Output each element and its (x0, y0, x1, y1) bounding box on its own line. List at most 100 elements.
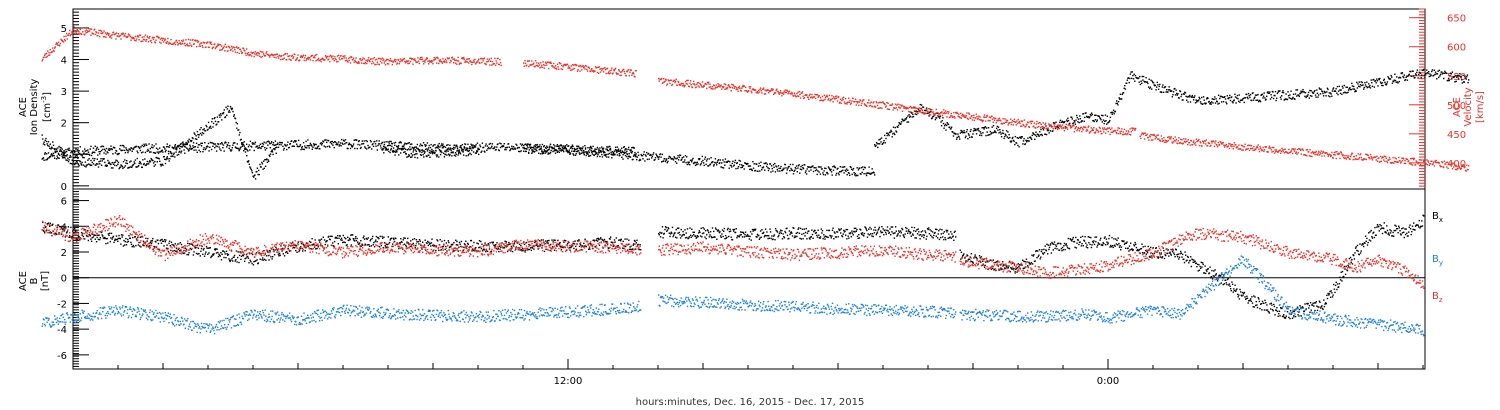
point-ion-density (528, 152, 530, 154)
point-ion-density (322, 141, 325, 143)
point-ion-density (304, 146, 307, 149)
point-ion-density (719, 162, 721, 164)
point-ion-density (548, 146, 550, 148)
point-velocity (55, 43, 57, 45)
point-velocity (422, 60, 424, 63)
point-ion-density (1377, 85, 1379, 87)
point-ion-density (523, 144, 525, 147)
point-velocity (1073, 125, 1075, 127)
point-ion-density (272, 142, 275, 144)
point-ion-density (366, 140, 368, 143)
point-velocity (530, 64, 532, 66)
point-ion-density (526, 145, 529, 147)
point-velocity (207, 41, 209, 43)
point-velocity (927, 112, 929, 114)
point-velocity (799, 97, 802, 99)
point-velocity (607, 72, 609, 74)
point-ion-density (1352, 88, 1354, 90)
point-ion-density (633, 147, 635, 149)
point-velocity (305, 59, 307, 62)
point-velocity (1040, 123, 1042, 125)
point-velocity (1148, 139, 1150, 141)
point-ion-density (597, 148, 599, 150)
point-velocity (1143, 138, 1146, 140)
point-velocity (354, 61, 357, 63)
point-ion-density (1209, 102, 1212, 104)
point-ion-density (416, 153, 418, 155)
point-velocity (1183, 138, 1185, 140)
point-velocity (216, 45, 218, 47)
point-ion-density (1169, 89, 1171, 91)
point-ion-density (620, 152, 622, 154)
point-ion-density (123, 146, 125, 148)
point-ion-density (1344, 92, 1347, 94)
point-velocity (368, 59, 370, 62)
point-ion-density (822, 173, 825, 176)
point-velocity (1071, 126, 1073, 128)
point-velocity (236, 46, 238, 48)
point-ion-density (675, 158, 677, 160)
point-ion-density (401, 145, 404, 147)
point-ion-density (1167, 91, 1169, 93)
point-velocity (69, 34, 71, 37)
point-velocity (76, 29, 78, 31)
point-ion-density (888, 134, 890, 137)
point-velocity (399, 61, 401, 63)
point-ion-density (1337, 93, 1339, 96)
point-velocity (1020, 125, 1022, 127)
point-ion-density (651, 155, 654, 158)
point-velocity (718, 85, 720, 87)
point-ion-density (221, 142, 223, 144)
point-velocity (594, 66, 597, 68)
point-velocity (945, 110, 947, 112)
point-velocity (455, 59, 457, 61)
point-ion-density (192, 145, 194, 147)
point-velocity (394, 61, 397, 63)
point-velocity (229, 47, 231, 49)
point-velocity (1204, 140, 1206, 142)
point-velocity (553, 66, 555, 68)
point-ion-density (962, 131, 965, 134)
point-velocity (178, 40, 180, 42)
point-ion-density (664, 158, 666, 160)
point-ion-density (223, 150, 225, 152)
point-ion-density (70, 151, 72, 154)
point-ion-density (1117, 101, 1120, 103)
point-ion-density (879, 138, 881, 140)
point-velocity (623, 70, 625, 73)
point-ion-density (90, 159, 92, 162)
point-ion-density (1466, 75, 1468, 78)
point-velocity (1200, 142, 1202, 144)
point-velocity (317, 57, 320, 60)
point-ion-density (409, 143, 412, 145)
point-ion-density (118, 167, 120, 170)
point-velocity (137, 35, 139, 37)
point-velocity (1152, 139, 1154, 141)
point-ion-density (1039, 134, 1042, 136)
point-ion-density (476, 142, 479, 144)
point-ion-density (895, 131, 898, 133)
point-velocity (992, 121, 994, 123)
point-velocity (433, 59, 435, 61)
point-velocity (543, 64, 545, 66)
point-ion-density (886, 134, 888, 137)
point-velocity (597, 66, 599, 68)
point-velocity (89, 28, 92, 30)
point-ion-density (1252, 99, 1255, 101)
point-ion-density (57, 147, 59, 149)
point-velocity (332, 58, 335, 60)
point-ion-density (559, 147, 562, 150)
point-velocity (348, 59, 350, 62)
point-ion-density (188, 138, 190, 140)
point-ion-density (997, 126, 1000, 128)
point-velocity (683, 84, 685, 86)
point-ion-density (542, 151, 544, 153)
point-velocity (1153, 133, 1155, 136)
point-velocity (115, 32, 118, 34)
point-ion-density (248, 160, 250, 162)
point-ion-density (1331, 95, 1333, 97)
point-ion-density (1112, 111, 1114, 114)
point-ion-density (1091, 113, 1093, 116)
point-ion-density (1460, 76, 1462, 78)
point-velocity (532, 63, 534, 65)
